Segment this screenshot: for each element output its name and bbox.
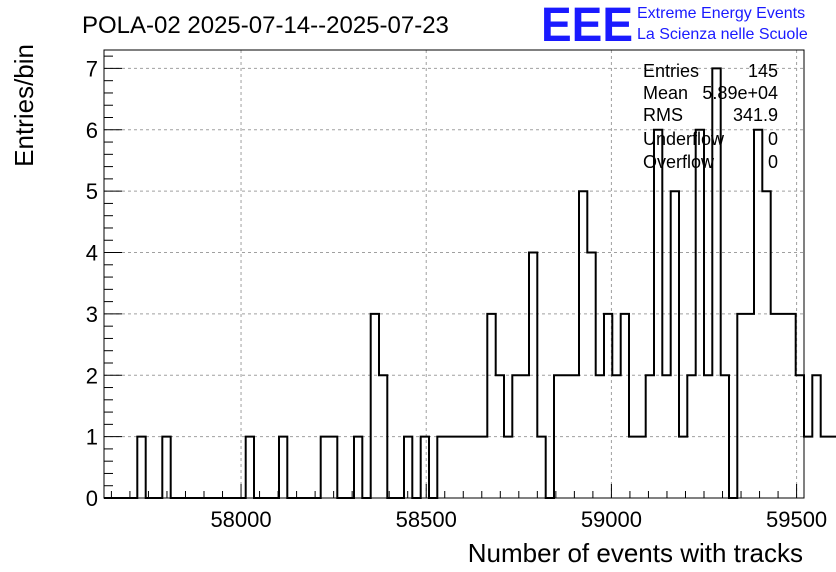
y-tick-label: 3 <box>86 302 98 327</box>
y-tick-label: 1 <box>86 425 98 450</box>
x-tick-label: 58500 <box>396 507 457 532</box>
y-axis-title: Entries/bin <box>9 44 39 167</box>
x-tick-label: 59000 <box>581 507 642 532</box>
stats-rms-value: 341.9 <box>733 105 778 125</box>
x-axis-title: Number of events with tracks <box>468 538 803 568</box>
stats-overflow-label: Overflow <box>643 152 715 172</box>
y-tick-label: 7 <box>86 56 98 81</box>
eee-logo: EEE <box>541 0 633 52</box>
histogram-line <box>104 67 836 499</box>
y-tick-label: 4 <box>86 241 98 266</box>
stats-underflow-value: 0 <box>768 129 778 149</box>
stats-box: Entries 145 Mean 5.89e+04 RMS 341.9 Unde… <box>643 61 778 172</box>
stats-overflow-value: 0 <box>768 152 778 172</box>
stats-mean-value: 5.89e+04 <box>702 83 778 103</box>
stats-entries-label: Entries <box>643 61 699 81</box>
stats-underflow-label: Underflow <box>643 129 725 149</box>
axis-ticks: 0 1 2 3 4 5 6 7 58000 58500 59000 59500 <box>86 55 827 532</box>
logo-line-2: La Scienza nelle Scuole <box>637 26 808 43</box>
plot-frame <box>103 49 805 499</box>
stats-entries-value: 145 <box>748 61 778 81</box>
stats-mean-label: Mean <box>643 83 688 103</box>
stats-rms-label: RMS <box>643 105 683 125</box>
chart-title: POLA-02 2025-07-14--2025-07-23 <box>82 12 449 39</box>
x-tick-label: 59500 <box>766 507 827 532</box>
x-tick-label: 58000 <box>210 507 271 532</box>
y-tick-label: 5 <box>86 179 98 204</box>
logo-line-1: Extreme Energy Events <box>637 5 805 22</box>
grid-lines <box>104 50 804 499</box>
y-tick-label: 6 <box>86 118 98 143</box>
y-tick-label: 0 <box>86 486 98 511</box>
y-tick-label: 2 <box>86 363 98 388</box>
